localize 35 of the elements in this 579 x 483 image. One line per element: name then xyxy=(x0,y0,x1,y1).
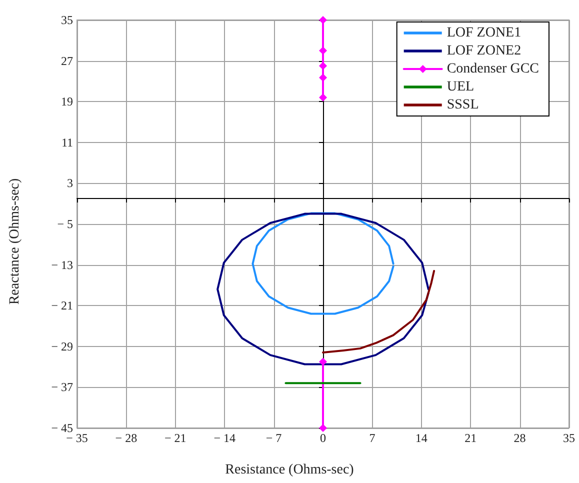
y-tick-label: 3 xyxy=(67,176,73,190)
y-tick-label: 27 xyxy=(61,54,73,68)
line-series xyxy=(216,212,430,366)
y-tick-label: − 37 xyxy=(51,380,73,394)
x-tick-label: 35 xyxy=(563,431,575,445)
y-tick-label: 11 xyxy=(61,135,73,150)
y-axis-title: Reactance (Ohms-sec) xyxy=(8,178,22,305)
point xyxy=(319,94,327,102)
point xyxy=(319,358,327,366)
point xyxy=(319,62,327,70)
x-tick-label: 28 xyxy=(514,431,526,445)
y-tick-label: − 13 xyxy=(51,258,73,272)
point xyxy=(319,74,327,82)
x-axis-title: Resistance (Ohms-sec) xyxy=(225,462,354,478)
legend-label: SSSL xyxy=(446,98,479,112)
x-tick-label: 7 xyxy=(369,431,376,445)
y-tick-label: − 5 xyxy=(57,217,73,231)
line-series xyxy=(252,212,394,315)
x-tick-label: 14 xyxy=(415,431,428,445)
legend-label: Condenser GCC xyxy=(446,62,540,76)
y-tick-label: 19 xyxy=(61,94,73,109)
legend-label: LOF ZONE1 xyxy=(446,26,522,40)
x-tick-label: − 14 xyxy=(214,431,236,445)
line-series xyxy=(322,270,436,354)
x-tick-label: − 7 xyxy=(266,431,282,445)
point xyxy=(319,46,327,55)
legend-label: LOF ZONE2 xyxy=(446,44,522,58)
x-tick-label: − 21 xyxy=(164,431,186,445)
legend-label: UEL xyxy=(446,80,474,94)
x-tick-label: − 28 xyxy=(115,431,138,445)
y-tick-label: − 21 xyxy=(51,298,73,313)
x-tick-label: 0 xyxy=(320,431,326,445)
y-tick-label: 35 xyxy=(61,13,73,27)
y-tick-label: − 29 xyxy=(51,339,73,354)
x-tick-label: 21 xyxy=(464,431,477,445)
